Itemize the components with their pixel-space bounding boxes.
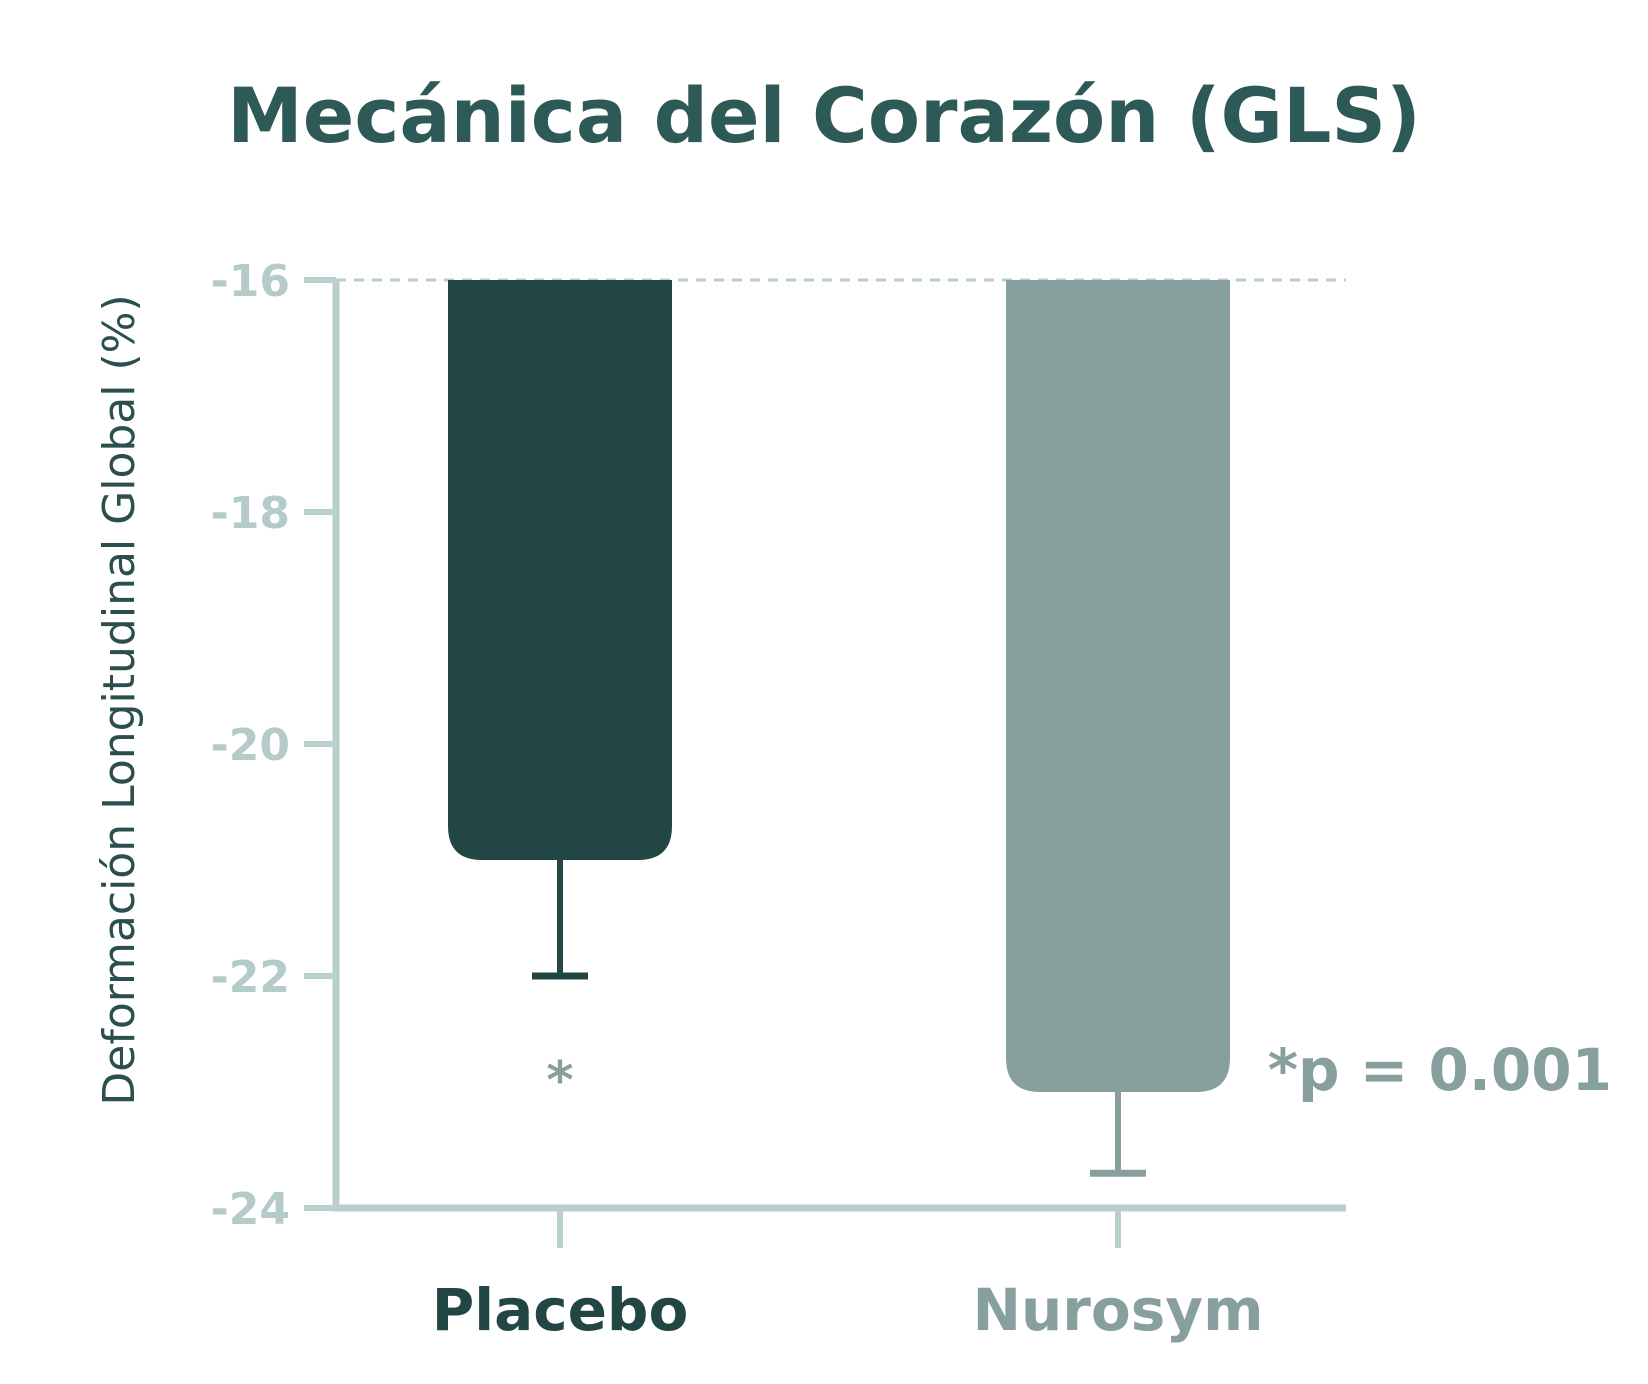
y-tick-label: -16 — [211, 256, 291, 307]
y-tick-label: -18 — [211, 488, 291, 539]
x-ticks-group — [557, 1208, 1121, 1248]
y-ticks-group: -16 -18 -20 -22 -24 — [211, 256, 336, 1235]
y-tick-label: -20 — [211, 720, 291, 771]
bars-group — [448, 280, 1230, 1092]
y-tick-label: -24 — [211, 1184, 291, 1235]
chart-title: Mecánica del Corazón (GLS) — [227, 71, 1421, 160]
category-labels-group: Placebo Nurosym — [432, 1276, 1264, 1344]
placebo-significance-marker: * — [546, 1051, 573, 1111]
category-label-placebo: Placebo — [432, 1276, 689, 1344]
bar-nurosym — [1006, 280, 1230, 1092]
category-label-nurosym: Nurosym — [972, 1276, 1263, 1344]
bar-placebo — [448, 280, 672, 860]
y-axis-label: Deformación Longitudinal Global (%) — [94, 294, 145, 1105]
y-tick-label: -22 — [211, 952, 291, 1003]
error-bars-group — [532, 860, 1146, 1177]
p-value-annotation: *p = 0.001 — [1268, 1036, 1612, 1104]
